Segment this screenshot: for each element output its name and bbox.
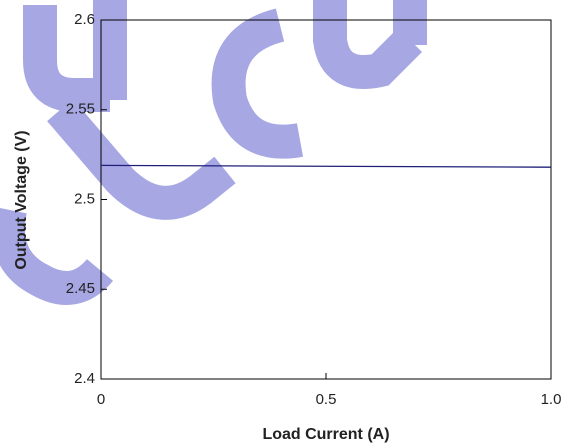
watermark	[0, 0, 427, 305]
y-axis-title: Output Voltage (V)	[13, 130, 30, 269]
series-line	[100, 164, 552, 168]
x-tick-label: 0	[97, 391, 105, 408]
y-tick-label: 2.55	[66, 101, 95, 118]
x-tick-label: 0.5	[316, 391, 337, 408]
y-tick-label: 2.4	[74, 370, 95, 387]
x-axis-title: Load Current (A)	[262, 426, 389, 443]
y-tick-label: 2.5	[74, 190, 95, 207]
x-tick-label: 1.0	[541, 391, 562, 408]
y-tick-label: 2.45	[66, 280, 95, 297]
y-tick-label: 2.6	[74, 11, 95, 28]
